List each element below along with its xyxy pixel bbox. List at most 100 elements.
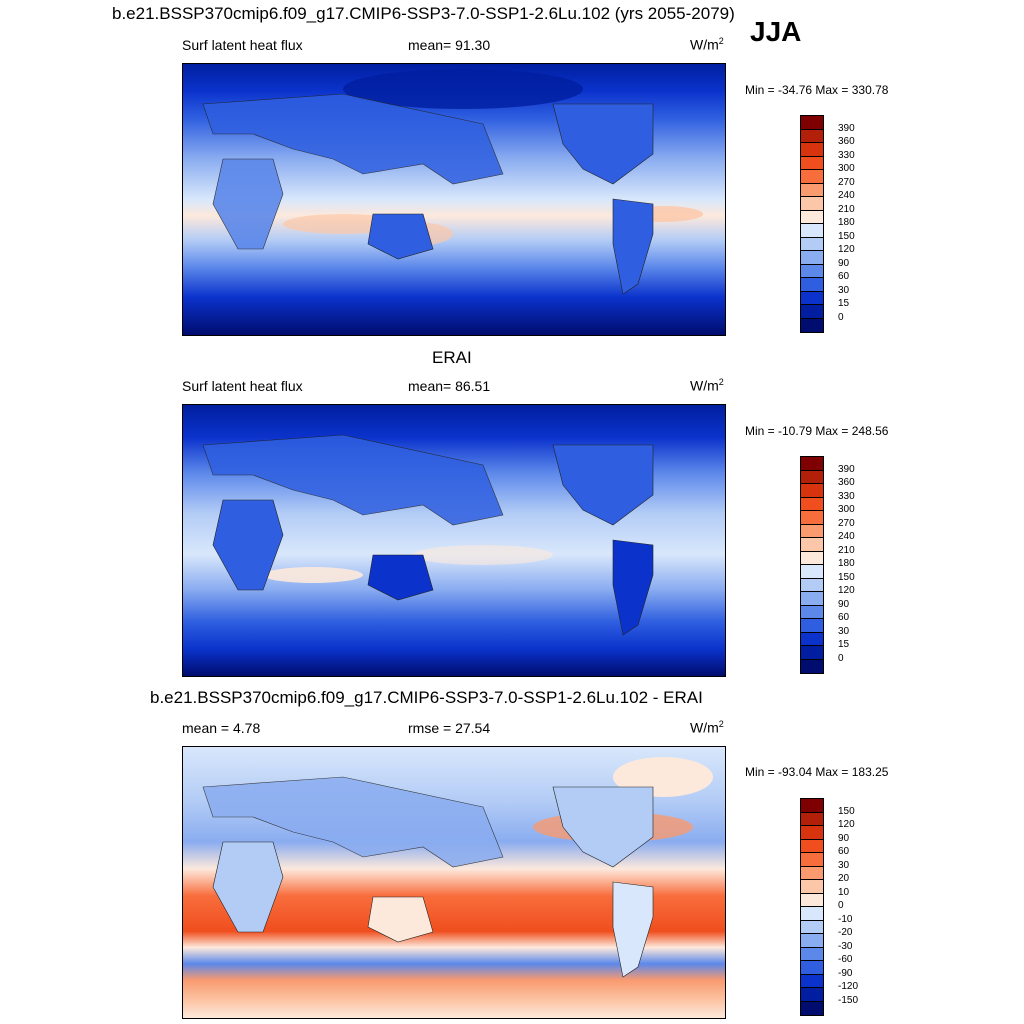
colorbar-tick-label: 300 [838, 163, 855, 174]
colorbar-tick-label: 60 [838, 846, 850, 857]
colorbar-tick-label: -20 [838, 927, 853, 938]
panel-mean-label: mean= 86.51 [408, 378, 491, 394]
colorbar-segment [801, 853, 823, 867]
colorbar-segment [801, 619, 823, 633]
colorbar-segment [801, 183, 823, 197]
colorbar-tick-label: 270 [838, 176, 855, 188]
colorbar-tick-label: 90 [838, 832, 850, 844]
figure-title: b.e21.BSSP370cmip6.f09_g17.CMIP6-SSP3-7.… [112, 4, 735, 23]
colorbar-segment [801, 484, 823, 498]
colorbar-tick-label: 150 [838, 571, 855, 583]
season-label: JJA [750, 16, 802, 47]
colorbar-tick-label: -120 [838, 981, 859, 992]
colorbar-tick-label: 60 [838, 612, 850, 623]
colorbar-segment [801, 224, 823, 238]
colorbar-tick-label: 150 [838, 230, 855, 242]
colorbar-segment [801, 551, 823, 565]
colorbar-tick-label: 20 [838, 873, 850, 884]
colorbar-tick-label: -60 [838, 954, 853, 965]
panel-heading: b.e21.BSSP370cmip6.f09_g17.CMIP6-SSP3-7.… [150, 688, 703, 707]
panel-minmax-label: Min = -93.04 Max = 183.25 [745, 765, 889, 779]
colorbar-tick-label: 120 [838, 819, 855, 830]
colorbar-segment [801, 511, 823, 525]
colorbar-segment [801, 116, 823, 130]
colorbar-tick-label: 150 [838, 805, 855, 817]
colorbar-tick-label: -90 [838, 967, 853, 979]
map-model [182, 63, 726, 336]
colorbar-segment [801, 143, 823, 157]
colorbar-tick-label: 180 [838, 217, 855, 228]
colorbar-tick-label: 390 [838, 463, 855, 475]
colorbar-tick-label: 210 [838, 203, 855, 215]
colorbar-segment [801, 592, 823, 606]
colorbar-tick-label: 300 [838, 504, 855, 515]
map-diff [182, 746, 726, 1019]
colorbar-tick-label: -10 [838, 913, 853, 925]
colorbar-tick-label: 390 [838, 122, 855, 134]
colorbar-segment [801, 934, 823, 948]
colorbar-segment [801, 237, 823, 251]
colorbar-tick-label: 30 [838, 284, 850, 296]
colorbar-segment [801, 565, 823, 579]
colorbar-segment [801, 318, 823, 332]
panel-variable-label: Surf latent heat flux [182, 37, 303, 53]
colorbar-segment [801, 264, 823, 278]
panel-variable-label: Surf latent heat flux [182, 378, 303, 394]
colorbar [800, 798, 824, 1016]
colorbar-segment [801, 893, 823, 907]
colorbar-segment [801, 812, 823, 826]
colorbar-segment [801, 291, 823, 305]
colorbar-tick-label: 90 [838, 598, 850, 610]
colorbar-segment [801, 197, 823, 211]
panel-minmax-label: Min = -10.79 Max = 248.56 [745, 424, 889, 438]
colorbar-tick-label: 120 [838, 585, 855, 596]
colorbar-tick-label: 360 [838, 477, 855, 488]
colorbar-tick-label: 210 [838, 544, 855, 556]
panel-unit-label: W/m2 [690, 719, 724, 736]
colorbar-tick-label: 270 [838, 517, 855, 529]
colorbar-tick-label: -150 [838, 994, 859, 1006]
map-obs [182, 404, 726, 677]
colorbar-segment [801, 974, 823, 988]
colorbar-segment [801, 659, 823, 673]
colorbar-segment [801, 880, 823, 894]
colorbar-segment [801, 457, 823, 471]
colorbar-segment [801, 920, 823, 934]
colorbar-segment [801, 799, 823, 813]
colorbar-tick-label: 360 [838, 136, 855, 147]
colorbar-tick-label: 60 [838, 271, 850, 282]
panel-unit-label: W/m2 [690, 377, 724, 394]
colorbar-segment [801, 305, 823, 319]
colorbar-segment [801, 866, 823, 880]
colorbar-tick-label: 0 [838, 652, 844, 664]
colorbar-segment [801, 947, 823, 961]
colorbar-tick-label: 240 [838, 531, 855, 542]
colorbar-tick-label: 120 [838, 244, 855, 255]
panel-unit-label: W/m2 [690, 36, 724, 53]
colorbar-segment [801, 1001, 823, 1015]
colorbar-tick-label: 240 [838, 190, 855, 201]
colorbar-segment [801, 605, 823, 619]
colorbar-segment [801, 470, 823, 484]
panel-heading: ERAI [432, 348, 472, 367]
colorbar-tick-label: -30 [838, 940, 853, 952]
colorbar-segment [801, 961, 823, 975]
colorbar-tick-label: 15 [838, 298, 850, 309]
colorbar [800, 456, 824, 674]
colorbar-tick-label: 30 [838, 625, 850, 637]
panel-mean-label: mean= 91.30 [408, 37, 491, 53]
colorbar-segment [801, 170, 823, 184]
colorbar-segment [801, 826, 823, 840]
colorbar-segment [801, 156, 823, 170]
colorbar-tick-label: 330 [838, 490, 855, 502]
colorbar-tick-label: 180 [838, 558, 855, 569]
colorbar-tick-label: 15 [838, 639, 850, 650]
map-graphic [183, 64, 725, 335]
colorbar [800, 115, 824, 333]
colorbar-segment [801, 524, 823, 538]
colorbar-tick-label: 90 [838, 257, 850, 269]
colorbar-segment [801, 497, 823, 511]
panel-mean-label: mean = 4.78 [182, 720, 261, 736]
colorbar-tick-label: 30 [838, 859, 850, 871]
panel-rmse-label: rmse = 27.54 [408, 720, 491, 736]
